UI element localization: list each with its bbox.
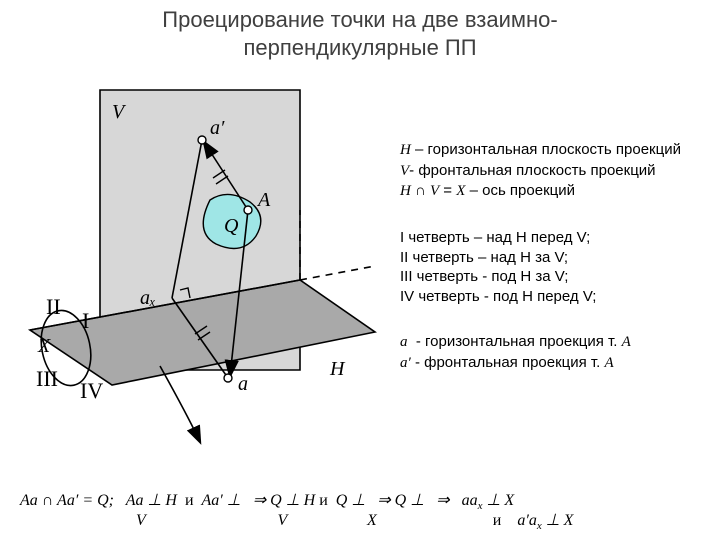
label-III: III xyxy=(36,366,58,391)
def-axis: H ∩ V = X – ось проекций xyxy=(400,181,712,202)
proj-aprime: a′ - фронтальная проекция т. A xyxy=(400,353,712,374)
quad-2: II четверть – над Н за V; xyxy=(400,248,712,268)
proj-block: a - горизонтальная проекция т. A a′ - фр… xyxy=(400,332,712,373)
defs-block: Н – горизонтальная плоскость проекций V-… xyxy=(400,140,712,202)
label-Q: Q xyxy=(224,215,239,237)
quadrants-block: I четверть – над Н перед V; II четверть … xyxy=(400,228,712,306)
formula-line1: Aa ∩ Aa′ = Q; Aa ⊥ H и Aa′ ⊥ ⇒ Q ⊥ H и Q… xyxy=(20,490,712,512)
point-a-prime xyxy=(198,136,206,144)
x-axis-dash xyxy=(300,266,375,280)
formula-line2: V V X и a′ax ⊥ X xyxy=(20,510,712,532)
label-H: H xyxy=(329,358,346,380)
label-a: a xyxy=(238,373,248,395)
proj-a: a - горизонтальная проекция т. A xyxy=(400,332,712,353)
quad-1: I четверть – над Н перед V; xyxy=(400,228,712,248)
def-V: V- фронтальная плоскость проекций xyxy=(400,161,712,182)
label-I: I xyxy=(82,308,89,333)
title-text: Проецирование точки на две взаимно-перпе… xyxy=(162,7,557,60)
bend-arrow xyxy=(160,366,200,442)
label-A: A xyxy=(256,189,271,211)
label-IV: IV xyxy=(80,378,103,403)
def-H: Н – горизонтальная плоскость проекций xyxy=(400,140,712,161)
projection-diagram: V H Q A a′ a aₓ X I II III IV xyxy=(20,80,380,450)
label-X: X xyxy=(37,335,51,357)
label-ax: aₓ xyxy=(140,287,156,309)
point-a xyxy=(224,374,232,382)
label-a-prime: a′ xyxy=(210,117,225,139)
page-title: Проецирование точки на две взаимно-перпе… xyxy=(0,6,720,61)
label-II: II xyxy=(46,294,61,319)
formula-block: Aa ∩ Aa′ = Q; Aa ⊥ H и Aa′ ⊥ ⇒ Q ⊥ H и Q… xyxy=(20,490,712,532)
quad-4: IV четверть - под Н перед V; xyxy=(400,287,712,307)
diagram-svg: V H Q A a′ a aₓ X I II III IV xyxy=(20,80,380,450)
point-A xyxy=(244,206,252,214)
quad-3: III четверть - под Н за V; xyxy=(400,267,712,287)
